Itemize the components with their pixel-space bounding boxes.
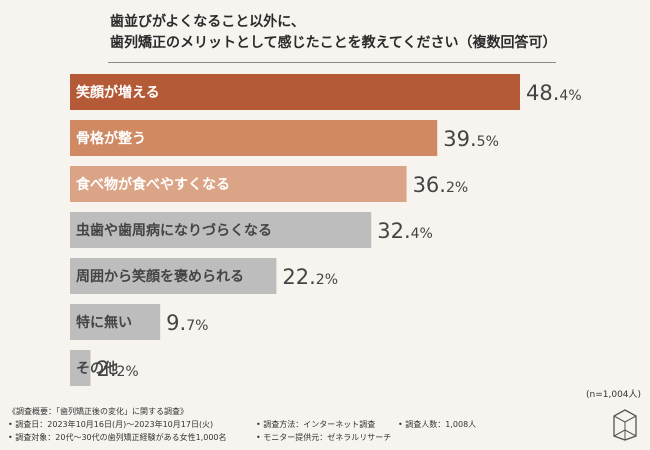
- survey-summary: 《調査概要：「歯列矯正後の変化」に関する調査》 • 調査日：2023年10月16…: [8, 405, 476, 444]
- bar-6: [70, 304, 161, 340]
- sample-size-note: (n=1,004人): [586, 390, 642, 400]
- bar-label-1: 笑顔が増える: [76, 84, 160, 101]
- survey-target: • 調査対象：20代～30代の歯列矯正経験がある女性1,000名: [8, 433, 227, 442]
- chart-title-line-1: 歯並びがよくなること以外に、: [110, 14, 305, 30]
- value-label-6: 9.7%: [166, 311, 208, 335]
- survey-date: • 調査日：2023年10月16日(月)～2023年10月17日(火): [8, 420, 214, 429]
- value-label-5: 22.2%: [282, 265, 338, 289]
- bar-5: [70, 258, 277, 294]
- bar-label-5: 周囲から笑顔を褒められる: [76, 268, 244, 285]
- bar-label-6: 特に無い: [76, 314, 132, 331]
- bar-label-3: 食べ物が食べやすくなる: [76, 176, 230, 193]
- bar-label-2: 骨格が整う: [76, 130, 146, 147]
- value-label-4: 32.4%: [377, 219, 433, 243]
- brand-logo-icon: [613, 409, 637, 441]
- bar-2: [70, 120, 438, 156]
- survey-heading: 《調査概要：「歯列矯正後の変化」に関する調査》: [8, 407, 188, 416]
- survey-count: • 調査人数：1,008人: [398, 420, 477, 429]
- bar-label-7: その他: [76, 360, 118, 377]
- title-divider: [108, 62, 556, 63]
- survey-method: • 調査方法：インターネット調査: [256, 420, 376, 429]
- bar-label-4: 虫歯や歯周病になりづらくなる: [76, 222, 272, 239]
- value-label-3: 36.2%: [413, 173, 469, 197]
- bar-3: [70, 166, 407, 202]
- value-label-2: 39.5%: [443, 127, 499, 151]
- value-label-7: 2.2%: [96, 357, 138, 381]
- bar-4: [70, 212, 372, 248]
- value-label-1: 48.4%: [526, 81, 582, 105]
- chart-title-line-2: 歯列矯正のメリットとして感じたことを教えてください（複数回答可）: [110, 35, 557, 51]
- chart-title: 歯並びがよくなること以外に、 歯列矯正のメリットとして感じたことを教えてください…: [110, 12, 570, 54]
- bar-1: [70, 74, 520, 110]
- survey-provider: • モニター提供元：ゼネラルリサーチ: [256, 433, 392, 442]
- bar-7: [70, 350, 91, 386]
